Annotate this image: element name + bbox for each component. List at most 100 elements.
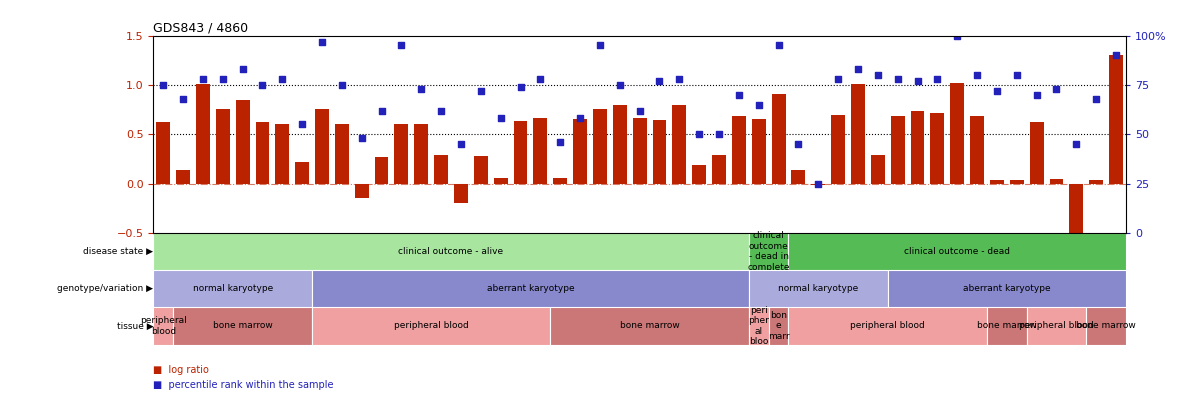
- Point: [869, 72, 888, 78]
- Bar: [153, 270, 312, 307]
- Bar: [514, 122, 527, 183]
- Bar: [950, 83, 964, 183]
- Bar: [732, 116, 746, 183]
- Text: bone marrow: bone marrow: [212, 322, 272, 330]
- Point: [630, 107, 648, 114]
- Point: [829, 76, 848, 82]
- Bar: [871, 155, 884, 183]
- Text: GDS843 / 4860: GDS843 / 4860: [153, 21, 249, 34]
- Text: peripheral blood: peripheral blood: [394, 322, 468, 330]
- Bar: [652, 120, 666, 183]
- Bar: [196, 84, 210, 183]
- Bar: [315, 109, 329, 183]
- Point: [750, 101, 769, 108]
- Bar: [970, 116, 984, 183]
- Bar: [474, 156, 488, 183]
- Bar: [1010, 179, 1023, 183]
- Bar: [153, 307, 173, 345]
- Text: clinical outcome - alive: clinical outcome - alive: [399, 247, 503, 256]
- Bar: [551, 307, 749, 345]
- Bar: [176, 170, 190, 183]
- Bar: [1049, 179, 1063, 183]
- Point: [849, 66, 868, 72]
- Bar: [1089, 179, 1104, 183]
- Point: [1007, 72, 1026, 78]
- Point: [670, 76, 689, 82]
- Bar: [771, 94, 785, 183]
- Bar: [749, 233, 789, 270]
- Bar: [157, 122, 170, 183]
- Bar: [692, 165, 706, 183]
- Bar: [791, 170, 805, 183]
- Point: [769, 42, 788, 49]
- Text: disease state ▶: disease state ▶: [84, 247, 153, 256]
- Bar: [888, 270, 1126, 307]
- Bar: [851, 84, 865, 183]
- Point: [1107, 52, 1126, 59]
- Bar: [930, 112, 944, 183]
- Bar: [533, 118, 547, 183]
- Point: [968, 72, 987, 78]
- Point: [432, 107, 450, 114]
- Bar: [749, 307, 769, 345]
- Point: [1067, 141, 1086, 147]
- Text: clinical outcome - dead: clinical outcome - dead: [904, 247, 1010, 256]
- Bar: [454, 183, 468, 203]
- Point: [193, 76, 212, 82]
- Text: genotype/variation ▶: genotype/variation ▶: [58, 284, 153, 293]
- Bar: [633, 118, 646, 183]
- Bar: [153, 233, 749, 270]
- Point: [650, 78, 668, 84]
- Bar: [910, 110, 924, 183]
- Bar: [672, 105, 686, 183]
- Point: [809, 180, 828, 187]
- Bar: [987, 307, 1027, 345]
- Bar: [752, 120, 765, 183]
- Text: normal karyotype: normal karyotype: [778, 284, 858, 293]
- Point: [173, 95, 192, 102]
- Point: [551, 139, 569, 145]
- Bar: [216, 109, 230, 183]
- Text: ■  log ratio: ■ log ratio: [153, 365, 209, 375]
- Point: [452, 141, 470, 147]
- Bar: [769, 307, 789, 345]
- Bar: [395, 124, 408, 183]
- Point: [153, 82, 172, 88]
- Bar: [256, 122, 269, 183]
- Bar: [1109, 55, 1122, 183]
- Point: [511, 84, 529, 90]
- Bar: [1086, 307, 1126, 345]
- Point: [1027, 91, 1046, 98]
- Bar: [553, 177, 567, 183]
- Text: clinical
outcome
- dead in
complete: clinical outcome - dead in complete: [747, 231, 790, 272]
- Point: [332, 82, 351, 88]
- Point: [908, 78, 927, 84]
- Point: [353, 135, 371, 141]
- Text: tissue ▶: tissue ▶: [117, 322, 153, 330]
- Bar: [990, 179, 1003, 183]
- Point: [730, 91, 749, 98]
- Text: aberrant karyotype: aberrant karyotype: [963, 284, 1050, 293]
- Bar: [434, 155, 448, 183]
- Text: peripheral blood: peripheral blood: [850, 322, 926, 330]
- Bar: [789, 233, 1126, 270]
- Bar: [831, 114, 845, 183]
- Point: [948, 32, 967, 39]
- Point: [1087, 95, 1106, 102]
- Point: [312, 38, 331, 45]
- Bar: [1029, 122, 1043, 183]
- Point: [1047, 86, 1066, 92]
- Text: peri
pher
al
bloo: peri pher al bloo: [749, 306, 769, 346]
- Text: bone marrow: bone marrow: [1076, 322, 1137, 330]
- Bar: [375, 157, 389, 183]
- Point: [710, 131, 729, 137]
- Bar: [712, 155, 726, 183]
- Bar: [173, 307, 312, 345]
- Text: aberrant karyotype: aberrant karyotype: [487, 284, 574, 293]
- Bar: [276, 124, 289, 183]
- Bar: [236, 100, 250, 183]
- Text: bone marrow: bone marrow: [620, 322, 679, 330]
- Bar: [312, 270, 749, 307]
- Point: [571, 115, 590, 122]
- Point: [591, 42, 610, 49]
